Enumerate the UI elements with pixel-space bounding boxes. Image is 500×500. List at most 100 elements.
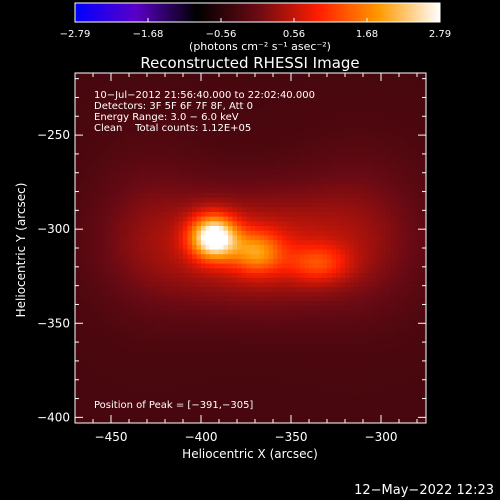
heatmap-cell [133, 319, 139, 325]
heatmap-cell [295, 380, 301, 386]
heatmap-cell [295, 272, 301, 278]
heatmap-cell [340, 319, 346, 325]
heatmap-cell [309, 79, 315, 85]
heatmap-cell [174, 352, 180, 358]
heatmap-cell [106, 385, 112, 391]
heatmap-cell [246, 333, 252, 339]
heatmap-cell [178, 295, 184, 302]
heatmap-cell [255, 380, 261, 386]
heatmap-cell [93, 168, 99, 175]
heatmap-cell [192, 98, 198, 104]
heatmap-cell [156, 234, 162, 241]
heatmap-cell [286, 258, 292, 264]
heatmap-cell [237, 380, 243, 386]
heatmap-cell [241, 399, 247, 405]
heatmap-cell [363, 164, 369, 170]
heatmap-cell [165, 375, 171, 382]
heatmap-cell [156, 263, 162, 269]
heatmap-cell [160, 164, 166, 170]
heatmap-cell [115, 404, 121, 410]
heatmap-cell [340, 385, 346, 391]
heatmap-cell [282, 333, 288, 339]
heatmap-cell [309, 319, 315, 325]
heatmap-cell [183, 333, 189, 339]
heatmap-cell [264, 300, 270, 306]
heatmap-cell [367, 357, 373, 363]
heatmap-cell [349, 357, 355, 363]
heatmap-cell [183, 239, 189, 245]
heatmap-cell [165, 206, 171, 212]
heatmap-cell [205, 390, 211, 396]
heatmap-cell [156, 197, 162, 203]
heatmap-cell [174, 178, 180, 184]
heatmap-cell [124, 366, 130, 372]
heatmap-cell [277, 291, 283, 297]
heatmap-cell [192, 343, 198, 349]
heatmap-cell [151, 201, 157, 208]
heatmap-cell [237, 390, 243, 396]
heatmap-cell [273, 145, 279, 151]
heatmap-cell [75, 131, 81, 137]
heatmap-cell [111, 220, 117, 227]
heatmap-cell [358, 413, 364, 419]
heatmap-cell [322, 248, 328, 255]
heatmap-cell [358, 295, 364, 302]
heatmap-cell [201, 277, 207, 283]
heatmap-cell [273, 347, 279, 354]
heatmap-cell [192, 164, 198, 170]
heatmap-cell [367, 244, 373, 250]
heatmap-cell [147, 366, 153, 372]
heatmap-cell [183, 117, 189, 123]
heatmap-cell [165, 357, 171, 363]
heatmap-cell [84, 338, 90, 344]
heatmap-cell [295, 300, 301, 306]
heatmap-cell [255, 305, 261, 311]
heatmap-cell [223, 338, 229, 344]
heatmap-cell [165, 230, 171, 236]
heatmap-cell [102, 319, 108, 325]
heatmap-cell [147, 357, 153, 363]
heatmap-cell [93, 418, 99, 423]
heatmap-cell [192, 107, 198, 114]
heatmap-cell [210, 390, 216, 396]
heatmap-cell [187, 408, 193, 415]
heatmap-cell [223, 352, 229, 358]
heatmap-cell [97, 258, 103, 264]
heatmap-cell [192, 121, 198, 128]
heatmap-cell [309, 366, 315, 372]
heatmap-cell [327, 404, 333, 410]
heatmap-cell [250, 272, 256, 278]
heatmap-cell [178, 154, 184, 161]
heatmap-cell [331, 98, 337, 104]
heatmap-cell [111, 300, 117, 306]
heatmap-cell [255, 366, 261, 372]
heatmap-cell [160, 319, 166, 325]
heatmap-cell [165, 79, 171, 85]
heatmap-cell [129, 131, 135, 137]
heatmap-cell [79, 126, 85, 132]
heatmap-cell [300, 291, 306, 297]
heatmap-cell [309, 206, 315, 212]
heatmap-cell [183, 220, 189, 227]
heatmap-cell [241, 164, 247, 170]
heatmap-cell [358, 300, 364, 306]
heatmap-cell [142, 399, 148, 405]
heatmap-cell [241, 79, 247, 85]
heatmap-cell [268, 357, 274, 363]
heatmap-cell [259, 300, 265, 306]
heatmap-cell [336, 371, 342, 377]
heatmap-cell [246, 164, 252, 170]
heatmap-cell [111, 178, 117, 184]
heatmap-cell [115, 121, 121, 128]
heatmap-cell [84, 286, 90, 292]
heatmap-cell [232, 178, 238, 184]
heatmap-cell [187, 281, 193, 288]
heatmap-cell [246, 258, 252, 264]
heatmap-cell [129, 394, 135, 401]
heatmap-cell [138, 183, 144, 189]
heatmap-cell [151, 253, 157, 259]
heatmap-cell [120, 347, 126, 354]
heatmap-cell [156, 121, 162, 128]
heatmap-cell [255, 291, 261, 297]
heatmap-cell [354, 150, 360, 156]
